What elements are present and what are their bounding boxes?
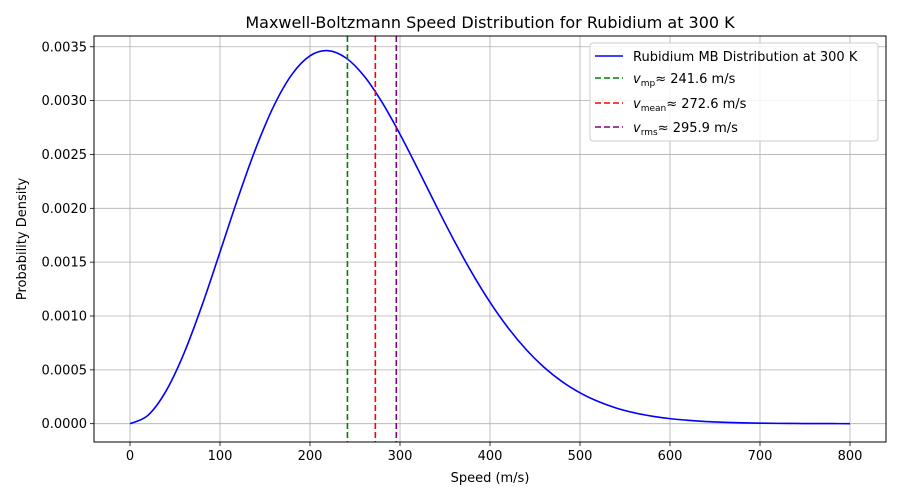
x-tick-label: 0: [126, 449, 134, 464]
y-tick-label: 0.0005: [42, 363, 88, 378]
legend-entry-label: vmean≈ 272.6 m/s: [633, 97, 747, 114]
x-tick-label: 600: [658, 449, 683, 464]
y-tick-label: 0.0025: [42, 148, 88, 163]
y-tick-label: 0.0030: [42, 94, 88, 109]
x-tick-label: 800: [838, 449, 863, 464]
x-tick-label: 200: [298, 449, 323, 464]
legend-box: [589, 42, 879, 142]
legend-entry-label: vrms≈ 295.9 m/s: [633, 121, 738, 138]
series-line: [129, 49, 851, 425]
x-tick-label: 700: [748, 449, 773, 464]
y-axis-label: Probability Density: [15, 178, 30, 301]
reference-lines: [346, 36, 398, 442]
legend-entry-label: vmp≈ 241.6 m/s: [633, 72, 736, 89]
chart-title: Maxwell-Boltzmann Speed Distribution for…: [245, 13, 735, 32]
legend-entry-label: Rubidium MB Distribution at 300 K: [633, 50, 858, 65]
x-tick-label: 400: [478, 449, 503, 464]
y-tick-label: 0.0000: [42, 417, 88, 432]
x-tick-label: 300: [388, 449, 413, 464]
y-tick-label: 0.0010: [42, 310, 88, 325]
x-tick-label: 100: [208, 449, 233, 464]
x-tick-label: 500: [568, 449, 593, 464]
series-layer: [129, 49, 851, 425]
x-axis-label: Speed (m/s): [451, 471, 530, 486]
legend: Rubidium MB Distribution at 300 K vmp≈ 24…: [589, 42, 879, 142]
tick-layer: 0 100 200 300 400 500 600 700 800 0.0000 0.0005 0.0…: [42, 40, 863, 464]
y-tick-label: 0.0015: [42, 256, 88, 271]
y-tick-label: 0.0020: [42, 202, 88, 217]
y-tick-label: 0.0035: [42, 40, 88, 55]
